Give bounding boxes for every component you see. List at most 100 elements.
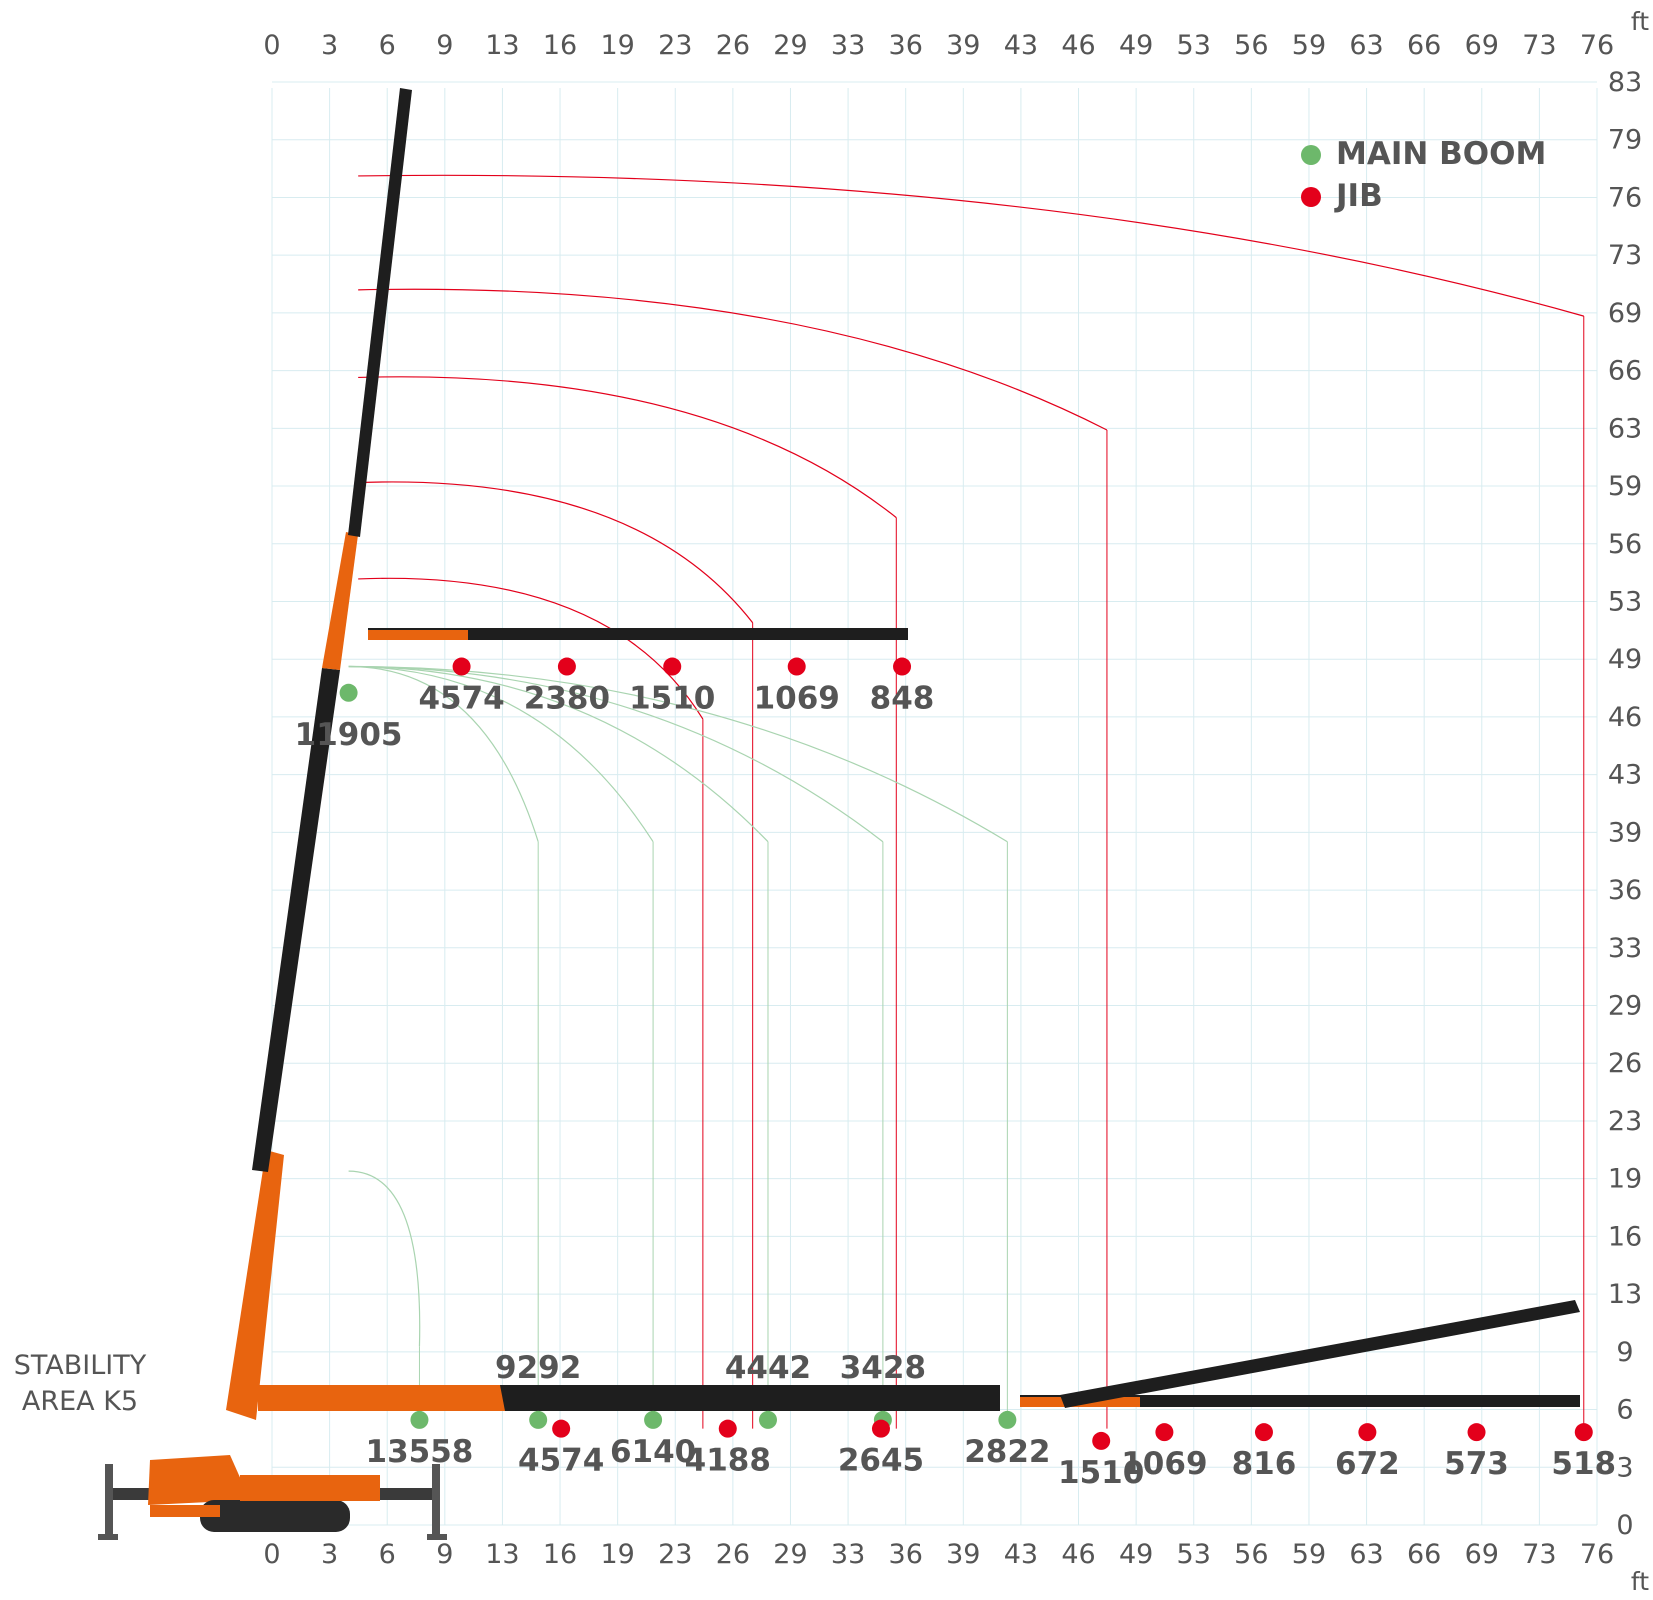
jib-load-label: 1510 [629,681,715,717]
y-tick-label: 36 [1608,875,1642,906]
y-tick-label: 73 [1608,240,1642,271]
x-tick-label-bottom: 26 [716,1539,750,1570]
legend-jib-marker [1301,187,1321,207]
legend-main-boom-label: MAIN BOOM [1336,136,1546,172]
jib-inclined [1060,1300,1580,1408]
y-tick-label: 0 [1616,1510,1633,1541]
x-tick-label-top: 39 [946,30,980,61]
main-boom-load-label: 2822 [964,1434,1050,1470]
jib-point [1092,1431,1111,1450]
jib-load-label: 848 [870,681,935,717]
jib-load-label: 1510 [1058,1455,1144,1491]
crane-illustration [98,88,1580,1540]
main-boom-load-label: 9292 [495,1350,581,1386]
y-tick-label: 76 [1608,182,1642,213]
x-tick-label-top: 53 [1177,30,1211,61]
y-tick-label: 46 [1608,702,1642,733]
jib-horizontal-upper [368,628,908,640]
main-boom-point [410,1410,429,1429]
x-tick-label-top: 3 [321,30,338,61]
main-boom-point [529,1410,548,1429]
y-tick-label: 66 [1608,356,1642,387]
x-tick-label-top: 23 [658,30,692,61]
jib-reach-curve [358,376,897,519]
x-tick-label-top: 16 [543,30,577,61]
x-tick-label-bottom: 23 [658,1539,692,1570]
main-boom-reach-curve [348,665,654,843]
x-tick-label-top: 9 [436,30,453,61]
y-tick-label: 19 [1608,1164,1642,1195]
y-tick-label: 79 [1608,125,1642,156]
y-tick-label: 43 [1608,760,1642,791]
y-tick-label: 26 [1608,1048,1642,1079]
jib-point [1155,1423,1174,1442]
x-tick-label-bottom: 69 [1465,1539,1499,1570]
jib-point [1254,1423,1273,1442]
y-tick-label: 53 [1608,586,1642,617]
main-boom-point [339,683,358,702]
main-boom-load-label: 13558 [366,1434,474,1470]
x-tick-label-bottom: 43 [1004,1539,1038,1570]
x-tick-label-top: 49 [1119,30,1153,61]
legend-jib-label: JIB [1334,178,1383,214]
x-tick-label-top: 26 [716,30,750,61]
x-tick-label-bottom: 0 [263,1539,280,1570]
stability-label-line-1: STABILITY [14,1350,147,1381]
x-tick-label-top: 19 [600,30,634,61]
x-tick-label-bottom: 9 [436,1539,453,1570]
jib-reach-curve [358,481,754,624]
main-boom-load-label: 3428 [840,1350,926,1386]
jib-reach-curve [358,577,704,720]
legend: MAIN BOOM JIB [1301,136,1546,214]
x-tick-label-top: 56 [1234,30,1268,61]
main-boom-vertical [252,668,340,1172]
jib-point [718,1419,737,1438]
main-boom-load-label: 11905 [295,717,403,753]
axis-ticks: 0033669913131616191923232626292933333636… [263,30,1642,1570]
y-tick-label: 29 [1608,991,1642,1022]
x-tick-label-bottom: 3 [321,1539,338,1570]
jib-reach-curve [358,288,1108,431]
jib-load-label: 1069 [754,681,840,717]
jib-load-label: 4188 [685,1443,771,1479]
grid [271,81,1598,1526]
y-tick-label: 39 [1608,817,1642,848]
jib-point [893,657,912,676]
x-tick-label-top: 69 [1465,30,1499,61]
jib-load-label: 573 [1444,1446,1509,1482]
jib-load-label: 1069 [1121,1446,1207,1482]
main-boom-point [758,1410,777,1429]
x-tick-label-top: 59 [1292,30,1326,61]
main-boom-reach-curve [348,665,1008,843]
main-boom-reach-curve [348,665,884,843]
x-tick-label-bottom: 56 [1234,1539,1268,1570]
jib-load-label: 2380 [524,681,610,717]
x-tick-label-top: 33 [831,30,865,61]
y-tick-label: 69 [1608,298,1642,329]
x-tick-label-bottom: 73 [1522,1539,1556,1570]
legend-main-boom-marker [1301,145,1321,165]
x-tick-label-bottom: 66 [1407,1539,1441,1570]
y-tick-label: 13 [1608,1279,1642,1310]
jib-point [452,657,471,676]
y-tick-label: 3 [1616,1452,1633,1483]
x-tick-label-top: 66 [1407,30,1441,61]
y-tick-label: 56 [1608,529,1642,560]
stability-label-line-2: AREA K5 [22,1386,138,1417]
x-tick-label-bottom: 19 [600,1539,634,1570]
jib-load-label: 816 [1232,1446,1297,1482]
jib-horizontal-lower [1020,1395,1580,1407]
x-tick-label-bottom: 46 [1061,1539,1095,1570]
jib-point [1467,1423,1486,1442]
jib-point [552,1419,571,1438]
x-tick-label-top: 29 [773,30,807,61]
x-tick-label-bottom: 33 [831,1539,865,1570]
y-tick-label: 63 [1608,413,1642,444]
x-tick-label-bottom: 39 [946,1539,980,1570]
main-boom-point [998,1410,1017,1429]
x-tick-label-top: 43 [1004,30,1038,61]
x-tick-label-bottom: 53 [1177,1539,1211,1570]
jib-point [1574,1423,1593,1442]
x-tick-label-bottom: 49 [1119,1539,1153,1570]
x-tick-label-bottom: 76 [1580,1539,1614,1570]
